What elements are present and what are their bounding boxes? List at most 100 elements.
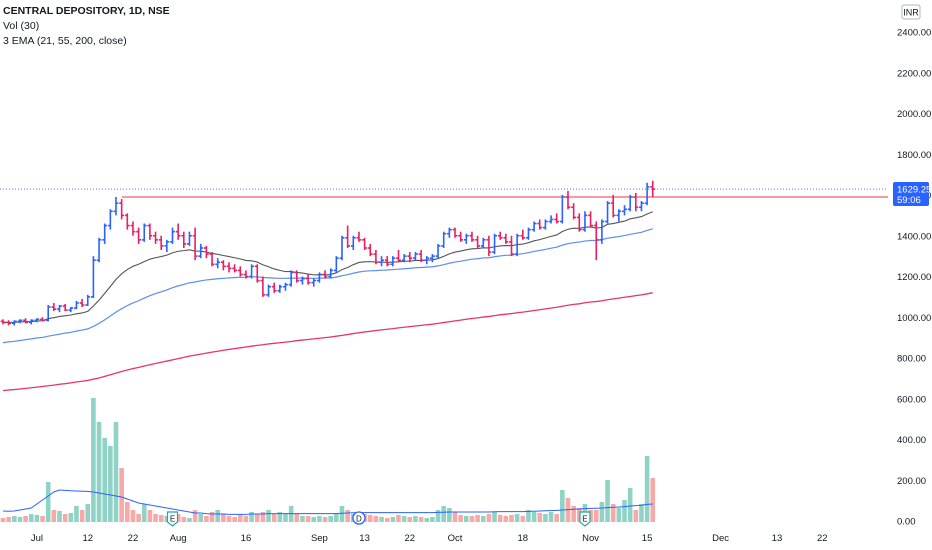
ohlc-bar (492, 233, 497, 255)
ohlc-bar (446, 227, 452, 238)
ohlc-bar (68, 307, 74, 313)
volume-bar (464, 516, 469, 522)
volume-bar (480, 516, 486, 522)
ohlc-bar (616, 209, 622, 222)
ohlc-bar (271, 282, 277, 293)
ohlc-bar (23, 318, 28, 324)
volume-bar (6, 517, 11, 522)
volume-bar (424, 518, 430, 522)
ohlc-bar (237, 266, 243, 277)
ohlc-bar (243, 270, 249, 279)
volume-bar (249, 512, 254, 522)
ohlc-bar (147, 223, 153, 240)
price-tick-label: 2400.00 (897, 28, 931, 39)
event-marker[interactable]: E (579, 511, 591, 527)
price-tick-label: 1200.00 (897, 272, 931, 283)
ohlc-bar (28, 319, 34, 325)
ema-200-line (2, 292, 653, 392)
ohlc-bar (469, 231, 475, 242)
ohlc-bar (526, 227, 531, 240)
price-tick-label: 1800.00 (897, 150, 931, 161)
volume-bar (435, 510, 441, 522)
volume-bar (243, 516, 249, 522)
volume-bar (305, 516, 311, 522)
last-price-badge-box (893, 182, 929, 207)
ohlc-bar (226, 262, 232, 273)
ohlc-bar (254, 264, 260, 283)
volume-bar (23, 516, 28, 522)
volume-bar (526, 510, 531, 522)
price-tick-label: 1000.00 (897, 313, 931, 324)
volume-bar (51, 510, 57, 522)
volume-bar (588, 510, 593, 522)
ohlc-bar (480, 237, 486, 248)
ohlc-bar (593, 221, 599, 261)
ema-indicator-label[interactable]: 3 EMA (21, 55, 200, close) (3, 35, 127, 47)
ohlc-bar (531, 221, 537, 232)
time-tick-label: 15 (642, 533, 653, 544)
price-tick-label: 400.00 (897, 435, 926, 446)
volume-ma-line (2, 489, 653, 515)
ohlc-bar (6, 320, 12, 326)
ohlc-bar (435, 243, 441, 259)
volume-bar (147, 510, 153, 522)
volume-bar (136, 514, 141, 522)
ohlc-bar (610, 195, 616, 218)
ohlc-bar (113, 197, 119, 216)
ohlc-bar (85, 294, 91, 307)
volume-bar (599, 502, 605, 522)
ohlc-bar (520, 229, 526, 240)
ohlc-bar (0, 319, 6, 325)
ohlc-bar (554, 213, 560, 224)
volume-bar (334, 514, 339, 522)
countdown-label: 59:06 (897, 195, 921, 206)
volume-indicator-label[interactable]: Vol (30) (3, 20, 40, 32)
time-tick-label: 13 (359, 533, 370, 544)
event-marker[interactable]: D (352, 511, 366, 525)
dividend-marker-icon (352, 511, 366, 525)
volume-bar (577, 508, 582, 522)
volume-bar (238, 515, 243, 522)
time-axis[interactable]: Jul 12 22 Aug 16 Sep 13 22 Oct 18 Nov 15 Dec 13 22 (31, 533, 828, 544)
ohlc-bar (220, 260, 226, 271)
ohlc-bar (599, 219, 605, 244)
ohlc-bar (379, 256, 384, 267)
volume-bar (633, 510, 639, 522)
ohlc-bar (650, 180, 656, 198)
resistance-line (0, 188, 888, 198)
price-axis[interactable]: 2400.002200.002000.001800.001600.001400.… (897, 4, 931, 528)
price-tick-label: 600.00 (897, 394, 926, 405)
ohlc-bar (588, 211, 593, 228)
volume-bar (294, 514, 300, 522)
volume-bar (125, 502, 130, 522)
volume-bar (74, 506, 79, 522)
volume-bar (40, 516, 45, 522)
volume-bar (215, 510, 220, 522)
ohlc-bar (153, 231, 158, 244)
volume-bar (34, 515, 40, 522)
ohlc-bar (192, 227, 198, 261)
symbol-title[interactable]: CENTRAL DEPOSITORY, 1D, NSE (3, 5, 170, 17)
time-tick-label: 12 (82, 533, 93, 544)
volume-bar (407, 517, 413, 522)
volume-bar (441, 506, 446, 522)
volume-bar (605, 480, 610, 522)
ohlc-bar (288, 270, 294, 287)
last-price-label: 1629.25 (897, 185, 931, 196)
volume-bar (181, 517, 187, 522)
volume-bar (102, 438, 107, 522)
ohlc-bar (96, 237, 102, 263)
price-tick-label: 2200.00 (897, 68, 931, 79)
volume-bar (616, 508, 622, 522)
event-marker[interactable]: E (166, 511, 179, 527)
ohlc-bar (79, 298, 85, 308)
ohlc-bar (305, 274, 311, 285)
ohlc-bar (328, 268, 334, 279)
ema-lines (2, 211, 653, 392)
ohlc-bar (74, 300, 79, 310)
volume-bar (475, 515, 480, 522)
volume-bar (384, 518, 390, 522)
volume-bar (254, 514, 260, 522)
